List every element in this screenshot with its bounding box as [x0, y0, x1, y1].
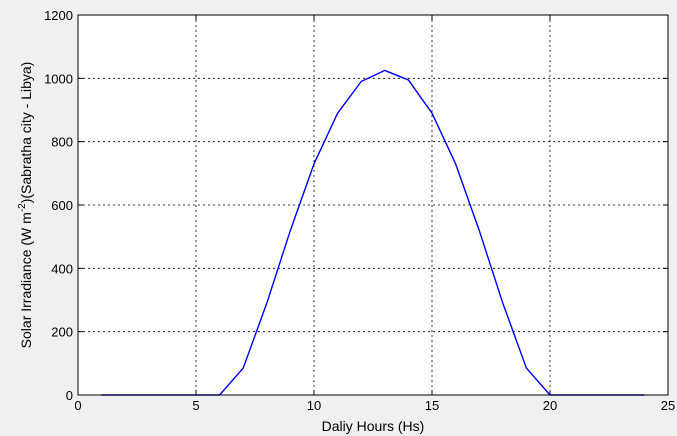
y-tick-label: 1000 — [44, 71, 73, 86]
y-tick-label: 400 — [51, 261, 73, 276]
x-tick-label: 25 — [661, 398, 675, 413]
x-tick-label: 15 — [425, 398, 439, 413]
axes-frame — [77, 14, 669, 396]
grid-lines — [78, 15, 668, 395]
x-axis-label: Daliy Hours (Hs) — [322, 418, 425, 434]
x-tick-label: 10 — [307, 398, 321, 413]
y-axis-label: Solar Irradiance (W m-2)(Sabratha city -… — [17, 62, 34, 349]
y-tick-label: 200 — [51, 325, 73, 340]
tick-labels: 0 5 10 15 20 25 0 200 400 600 800 1000 1200 — [44, 8, 675, 413]
y-axis-label-main: Solar Irradiance (W m — [18, 212, 34, 348]
x-tick-label: 0 — [74, 398, 81, 413]
x-tick-label: 5 — [192, 398, 199, 413]
y-tick-label: 600 — [51, 198, 73, 213]
x-tick-label: 20 — [543, 398, 557, 413]
y-tick-label: 1200 — [44, 8, 73, 23]
y-tick-label: 0 — [66, 388, 73, 403]
y-axis-label-exponent: -2 — [17, 203, 28, 212]
y-tick-label: 800 — [51, 135, 73, 150]
y-axis-label-rest: )(Sabratha city - Libya) — [18, 62, 34, 204]
